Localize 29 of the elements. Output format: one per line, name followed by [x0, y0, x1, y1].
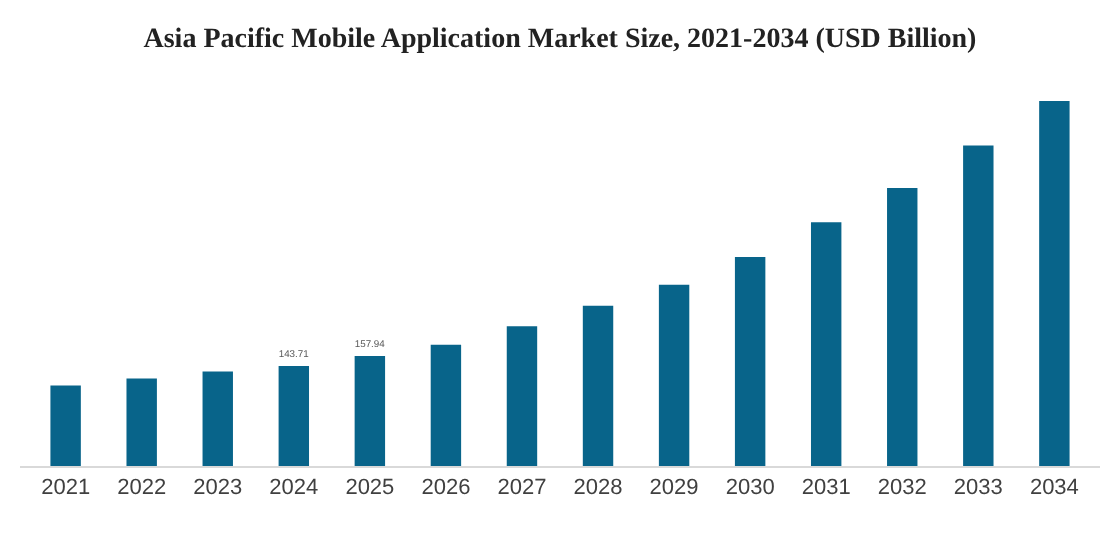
- bar: [582, 305, 614, 466]
- x-tick-label: 2031: [801, 476, 851, 501]
- x-tick-label: 2022: [117, 476, 167, 501]
- bar: [658, 284, 690, 466]
- bar: [430, 344, 462, 466]
- bar: [734, 257, 766, 466]
- x-tick-label: 2034: [1029, 476, 1079, 501]
- x-tick-label: 2029: [649, 476, 699, 501]
- bar: [506, 326, 538, 466]
- bar: [354, 355, 386, 466]
- x-tick-label: 2030: [725, 476, 775, 501]
- x-tick-label: 2028: [573, 476, 623, 501]
- x-tick-label: 2024: [269, 476, 319, 501]
- x-tick-label: 2033: [953, 476, 1003, 501]
- x-tick-label: 2023: [193, 476, 243, 501]
- bar: [50, 385, 81, 466]
- x-tick-label: 2027: [497, 476, 547, 501]
- bar: [1039, 100, 1070, 466]
- chart-title: Asia Pacific Mobile Application Market Size, 2021-2034 (USD Billion): [143, 25, 978, 56]
- bar: [887, 188, 918, 466]
- bar: [278, 365, 310, 466]
- bar: [810, 222, 842, 466]
- x-tick-label: 2025: [345, 476, 395, 501]
- x-tick-label: 2026: [421, 476, 471, 501]
- x-tick-label: 2032: [877, 476, 927, 501]
- bar: [202, 371, 233, 466]
- bar: [126, 378, 157, 466]
- bar: [963, 145, 994, 466]
- x-tick-label: 2021: [41, 476, 91, 501]
